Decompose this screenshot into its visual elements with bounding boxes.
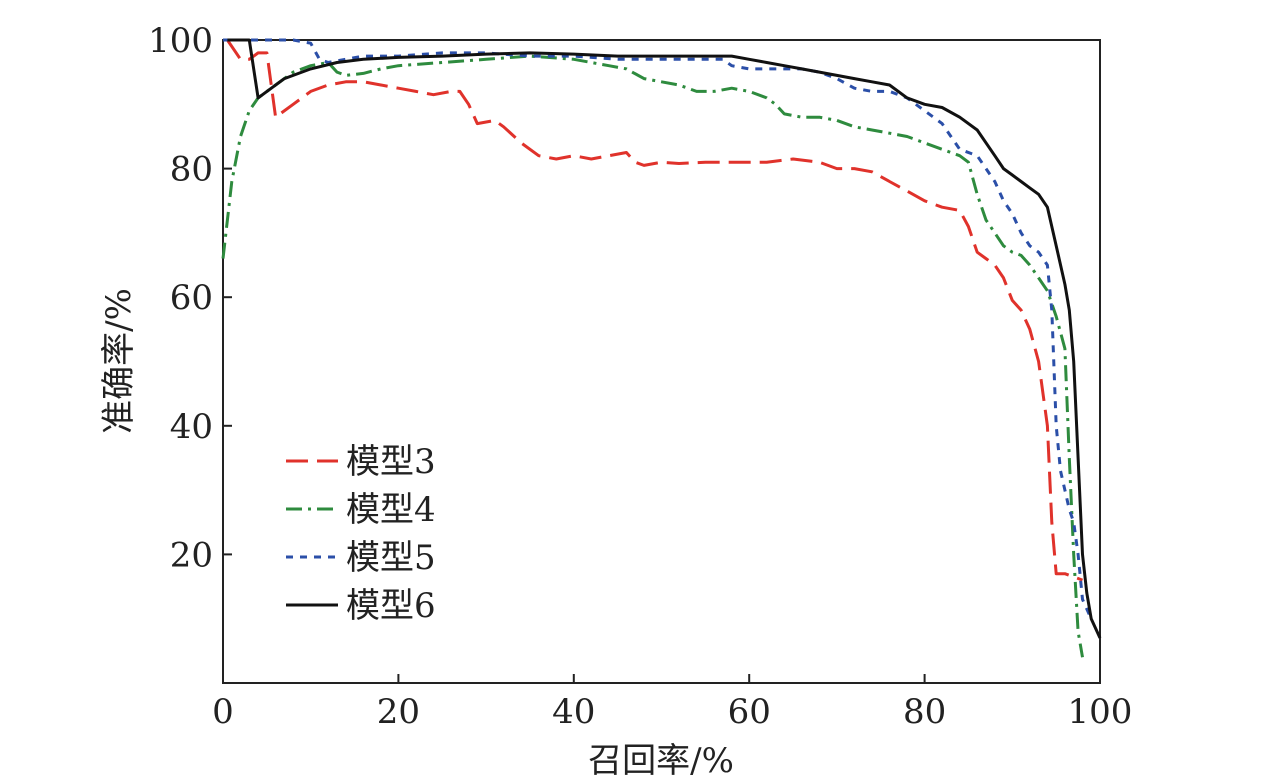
y-tick-label: 60 (170, 278, 213, 318)
legend-label-4: 模型6 (346, 586, 436, 626)
series-line-2 (221, 54, 1084, 658)
legend-label-1: 模型3 (346, 442, 436, 482)
series-layer (221, 38, 1102, 658)
y-tick-label: 80 (170, 150, 213, 190)
axis-ticks: 0 20 40 60 80 100 20 40 60 80 100 (148, 21, 1132, 732)
series-line-3 (223, 38, 1093, 620)
x-tick-label: 20 (377, 692, 420, 732)
plot-frame (222, 39, 1101, 684)
x-tick-label: 0 (212, 692, 234, 732)
x-axis-title: 召回率/% (588, 741, 734, 781)
x-tick-label: 60 (728, 692, 771, 732)
y-tick-label: 100 (148, 21, 213, 61)
y-tick-label: 20 (170, 535, 213, 575)
y-axis-title: 准确率/% (99, 288, 139, 434)
legend: 模型3 模型4 模型5 模型6 (286, 442, 436, 626)
series-line-4 (227, 38, 1102, 639)
legend-label-2: 模型4 (346, 490, 436, 530)
legend-label-3: 模型5 (346, 538, 436, 578)
x-tick-label: 80 (903, 692, 946, 732)
x-tick-label: 100 (1068, 692, 1133, 732)
series-line-1 (226, 39, 1084, 582)
x-tick-label: 40 (552, 692, 595, 732)
y-tick-label: 40 (170, 407, 213, 447)
